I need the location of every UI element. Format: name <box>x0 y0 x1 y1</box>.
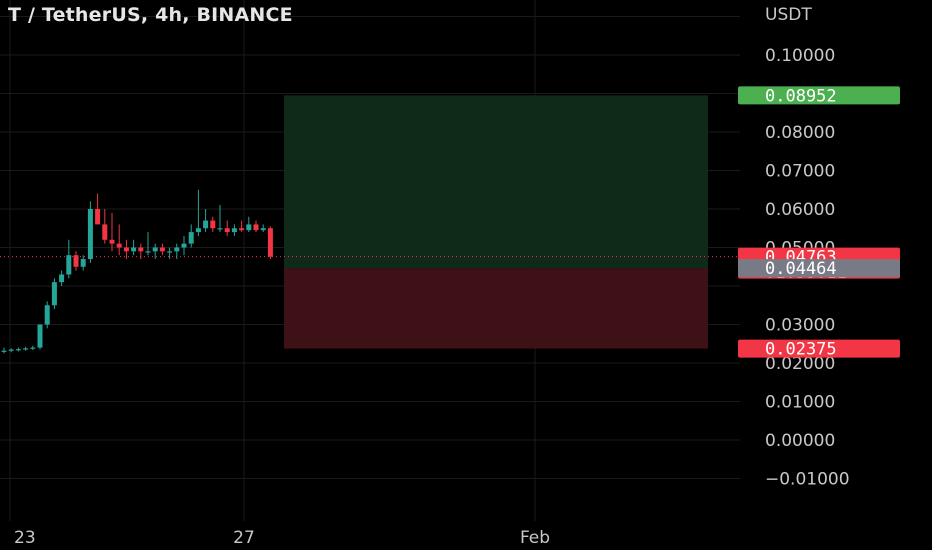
time-axis[interactable]: 23 27 Feb <box>14 528 550 548</box>
currency-label: USDT <box>765 5 812 25</box>
candle-body <box>87 209 93 260</box>
y-tick-label: 0.02000 <box>765 354 835 374</box>
x-tick-label: 27 <box>233 528 255 548</box>
entry-price-text: 0.04464 <box>765 259 837 279</box>
candle-body <box>181 243 187 248</box>
candle-body <box>109 239 115 244</box>
candle-body <box>102 224 108 240</box>
symbol-title[interactable]: T / TetherUS, 4h, BINANCE <box>8 4 293 26</box>
candle-body <box>51 282 57 306</box>
candle-body <box>210 220 216 229</box>
candle-body <box>95 209 101 225</box>
price-axis[interactable]: 0.11000 USDT 0.100000.080000.070000.0600… <box>763 2 850 490</box>
candle-body <box>73 255 79 267</box>
candle-body <box>174 247 180 252</box>
entry-price-badge: 0.04464 <box>738 259 900 279</box>
y-tick-label: 0.07000 <box>765 162 835 182</box>
target-price-text: 0.08952 <box>765 86 837 106</box>
candle-body <box>195 228 201 233</box>
candle-body <box>188 232 194 244</box>
candle-body <box>59 274 65 283</box>
x-tick-label: 23 <box>14 528 36 548</box>
candle-body <box>231 228 237 233</box>
target-price-badge: 0.08952 <box>738 86 900 106</box>
candle-body <box>30 347 36 349</box>
candle-body <box>138 247 144 252</box>
y-tick-label: 0.10000 <box>765 46 835 66</box>
candle-body <box>224 228 230 233</box>
y-ticks: 0.100000.080000.070000.060000.050000.030… <box>765 46 850 490</box>
y-tick-label: 0.00000 <box>765 431 835 451</box>
candle-body <box>131 247 137 252</box>
candle-body <box>253 224 259 231</box>
candle-body <box>8 349 14 351</box>
y-tick-label: −0.01000 <box>765 470 850 490</box>
stop-price-text: 0.02375 <box>765 340 837 360</box>
candle-body <box>239 228 245 231</box>
y-tick-label: 0.08000 <box>765 123 835 143</box>
x-tick-label: Feb <box>520 528 550 548</box>
candle-body <box>246 224 252 231</box>
candle-body <box>260 228 266 231</box>
candle-body <box>23 348 29 350</box>
candle-body <box>167 251 173 253</box>
candle-body <box>44 305 50 325</box>
candle-body <box>159 247 165 252</box>
candle-body <box>116 243 122 248</box>
candle-body <box>80 259 86 267</box>
currency-label-bg <box>763 2 843 24</box>
candle-body <box>267 228 273 257</box>
candle-body <box>123 247 129 252</box>
y-tick-label: 0.01000 <box>765 393 835 413</box>
candle-body <box>66 255 72 275</box>
candle-body <box>152 247 158 252</box>
candle-body <box>145 251 151 253</box>
candle-body <box>217 228 223 230</box>
candle-body <box>1 350 7 352</box>
stop-price-badge: 0.02375 <box>738 339 900 360</box>
y-tick-label: 0.06000 <box>765 200 835 220</box>
candles-group <box>1 189 273 354</box>
candle-body <box>203 220 209 229</box>
profit-zone[interactable] <box>284 95 708 269</box>
loss-zone[interactable] <box>284 268 708 349</box>
candle-body <box>15 349 21 351</box>
candle-body <box>37 324 43 348</box>
y-tick-label: 0.03000 <box>765 316 835 336</box>
